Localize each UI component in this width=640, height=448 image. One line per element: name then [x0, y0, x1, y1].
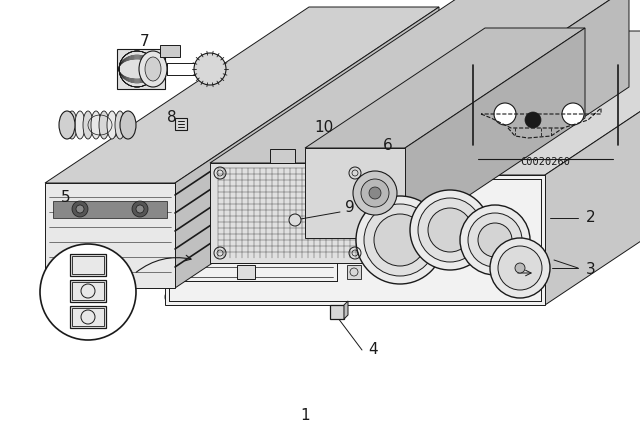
Polygon shape: [347, 265, 361, 279]
Polygon shape: [365, 0, 629, 263]
Polygon shape: [210, 0, 629, 163]
Ellipse shape: [145, 57, 161, 81]
Text: C0020260: C0020260: [520, 157, 570, 167]
Ellipse shape: [490, 238, 550, 298]
Ellipse shape: [428, 208, 472, 252]
Polygon shape: [207, 197, 225, 211]
Ellipse shape: [515, 263, 525, 273]
Polygon shape: [175, 7, 439, 288]
Polygon shape: [210, 163, 365, 263]
Ellipse shape: [494, 103, 516, 125]
Text: 4: 4: [368, 343, 378, 358]
Ellipse shape: [99, 111, 109, 139]
Ellipse shape: [374, 214, 426, 266]
Polygon shape: [160, 45, 180, 57]
Polygon shape: [330, 305, 344, 319]
Ellipse shape: [115, 111, 125, 139]
Ellipse shape: [525, 112, 541, 128]
Polygon shape: [405, 28, 585, 238]
Ellipse shape: [107, 111, 117, 139]
Polygon shape: [222, 231, 240, 245]
Ellipse shape: [460, 205, 530, 275]
Ellipse shape: [369, 187, 381, 199]
Polygon shape: [53, 201, 167, 218]
Text: 8: 8: [167, 111, 177, 125]
Polygon shape: [270, 149, 295, 163]
Ellipse shape: [91, 111, 101, 139]
Ellipse shape: [353, 171, 397, 215]
Polygon shape: [117, 49, 165, 89]
Text: 5: 5: [61, 190, 71, 206]
Polygon shape: [165, 31, 640, 175]
Ellipse shape: [361, 179, 389, 207]
Polygon shape: [70, 280, 106, 302]
Ellipse shape: [468, 213, 522, 267]
Ellipse shape: [120, 111, 136, 139]
Ellipse shape: [136, 205, 144, 213]
Polygon shape: [305, 28, 585, 148]
Polygon shape: [305, 148, 405, 238]
Ellipse shape: [418, 198, 482, 262]
Ellipse shape: [132, 201, 148, 217]
Ellipse shape: [410, 190, 490, 270]
Polygon shape: [45, 183, 175, 288]
Text: 6: 6: [383, 138, 393, 152]
Circle shape: [40, 244, 136, 340]
Ellipse shape: [478, 223, 512, 257]
Ellipse shape: [498, 246, 542, 290]
Text: 2: 2: [586, 211, 596, 225]
Text: 9: 9: [345, 201, 355, 215]
Polygon shape: [344, 301, 348, 319]
Polygon shape: [175, 118, 187, 130]
Ellipse shape: [194, 53, 226, 85]
Polygon shape: [237, 265, 255, 279]
Polygon shape: [347, 231, 361, 245]
Ellipse shape: [59, 111, 75, 139]
Text: 7: 7: [140, 34, 150, 49]
Ellipse shape: [364, 204, 436, 276]
Polygon shape: [165, 175, 545, 305]
Ellipse shape: [67, 111, 77, 139]
Ellipse shape: [356, 196, 444, 284]
Text: 10: 10: [314, 121, 333, 135]
Text: 1: 1: [300, 408, 310, 422]
Polygon shape: [45, 7, 439, 183]
Polygon shape: [70, 254, 106, 276]
Polygon shape: [347, 197, 361, 211]
Ellipse shape: [139, 51, 167, 87]
Polygon shape: [545, 31, 640, 305]
Ellipse shape: [562, 103, 584, 125]
Ellipse shape: [83, 111, 93, 139]
Text: 3: 3: [586, 263, 596, 277]
Ellipse shape: [72, 201, 88, 217]
Ellipse shape: [75, 111, 85, 139]
Ellipse shape: [289, 214, 301, 226]
Polygon shape: [70, 306, 106, 328]
Ellipse shape: [76, 205, 84, 213]
